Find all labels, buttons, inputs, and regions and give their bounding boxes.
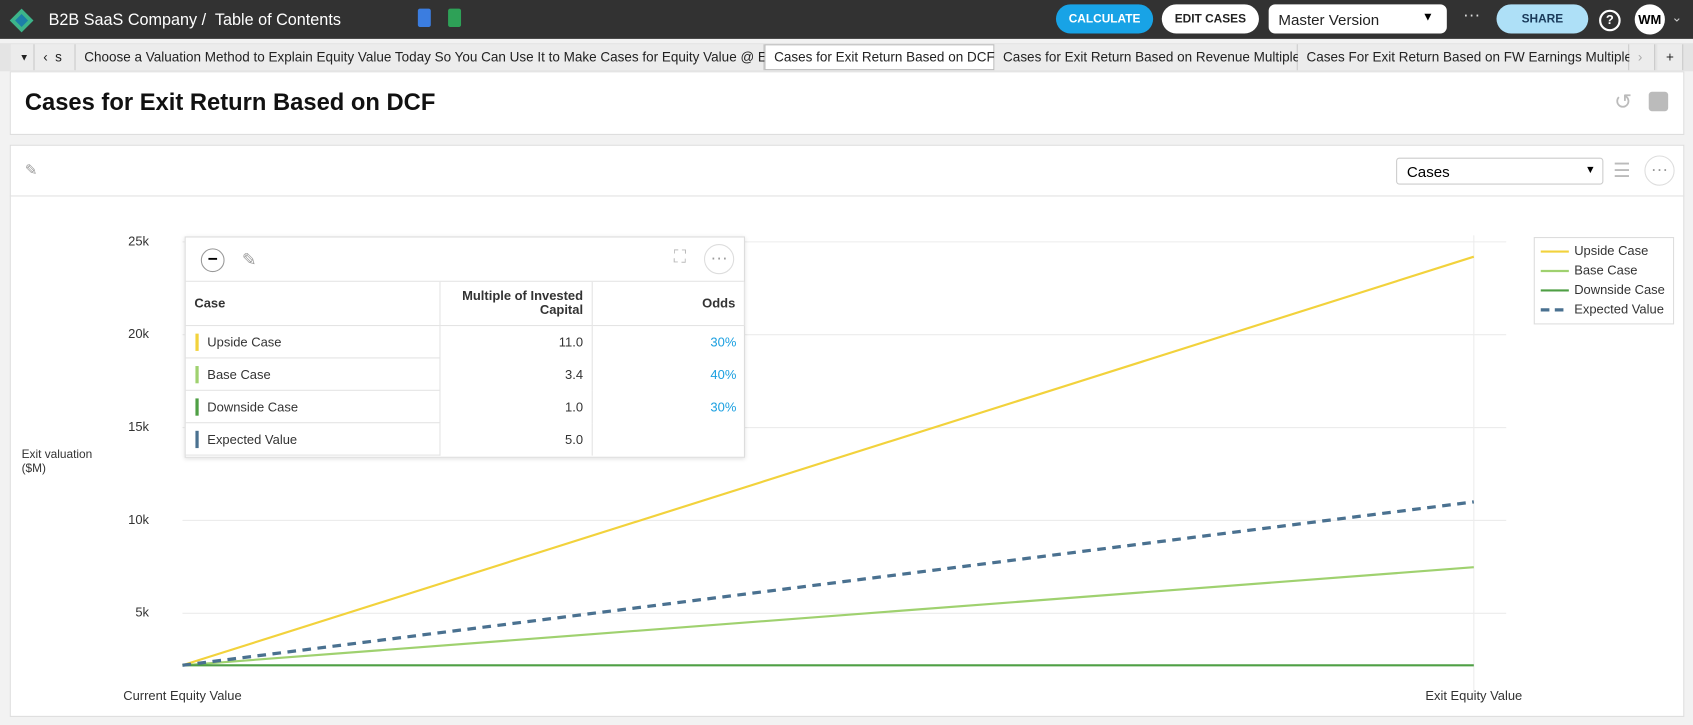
- series-line: [182, 500, 1475, 667]
- expand-icon[interactable]: ⛶: [673, 248, 686, 267]
- avatar-caret[interactable]: ⌄: [1671, 9, 1683, 25]
- row-color: [195, 430, 199, 449]
- tab-label: s: [55, 49, 62, 65]
- avatar[interactable]: WM: [1634, 4, 1665, 35]
- tab[interactable]: Cases for Exit Return Based on Revenue M…: [994, 44, 1300, 71]
- table-cell: 3.4: [441, 358, 593, 391]
- table-cell: 1.0: [441, 390, 593, 424]
- caret: ▼: [1421, 10, 1434, 24]
- view-select-text: Cases: [1406, 163, 1450, 181]
- add-tab[interactable]: +: [1657, 44, 1684, 71]
- tab[interactable]: ‹ s: [34, 44, 76, 71]
- column-header: Odds: [592, 281, 746, 327]
- settings-icon[interactable]: ☰: [1613, 159, 1631, 182]
- row-color: [195, 333, 199, 351]
- version-select[interactable]: Master Version ▼: [1268, 4, 1447, 34]
- docs-icon[interactable]: [417, 8, 431, 27]
- legend-label: Upside Case: [1574, 243, 1648, 258]
- more-menu[interactable]: ···: [1463, 6, 1481, 25]
- table-cell[interactable]: 30%: [710, 334, 737, 350]
- version-text: Master Version: [1278, 10, 1380, 29]
- y-axis-label: Exit valuation ($M): [21, 448, 93, 476]
- series-line: [182, 566, 1474, 667]
- panel-more[interactable]: ···: [1644, 155, 1675, 186]
- y-tick-label: 5k: [135, 605, 149, 620]
- y-tick-label: 20k: [128, 326, 149, 341]
- table-cell[interactable]: 30%: [710, 399, 737, 415]
- y-tick-label: 10k: [128, 512, 149, 527]
- table-cell[interactable]: 40%: [710, 367, 737, 383]
- page-title: Cases for Exit Return Based on DCF: [24, 88, 436, 116]
- row-color: [195, 398, 199, 416]
- undo-icon[interactable]: ↺: [1614, 90, 1633, 115]
- table-cell: 11.0: [441, 326, 593, 359]
- cases-table-widget: − ✎ ⛶ ··· Case Multiple of Invested Capit…: [184, 236, 746, 458]
- logo[interactable]: [9, 8, 35, 34]
- row-color: [195, 366, 199, 384]
- y-tick-label: 25k: [128, 233, 149, 248]
- table-cell: Downside Case: [185, 390, 441, 424]
- table-cell: Upside Case: [185, 326, 441, 359]
- save-icon[interactable]: [1648, 91, 1669, 112]
- y-tick-label: 15k: [128, 419, 149, 434]
- divider: [9, 195, 1685, 197]
- legend-label: Base Case: [1574, 262, 1637, 277]
- divider: [185, 280, 744, 282]
- x-tick-label: Current Equity Value: [123, 688, 241, 703]
- table-cell: 5.0: [441, 423, 593, 456]
- tab[interactable]: Choose a Valuation Method to Explain Equ…: [75, 44, 780, 71]
- sheets-icon[interactable]: [448, 8, 462, 27]
- legend-label: Expected Value: [1574, 301, 1664, 316]
- caret: ▼: [1585, 164, 1596, 176]
- calculate-button[interactable]: CALCULATE: [1055, 4, 1154, 34]
- column-header: Case: [185, 281, 441, 327]
- tab-next[interactable]: ›: [1629, 44, 1656, 71]
- company[interactable]: B2B SaaS Company /: [48, 10, 207, 30]
- edit-icon[interactable]: ✎: [24, 160, 38, 179]
- active-tab[interactable]: Cases for Exit Return Based on DCF: [764, 44, 995, 71]
- series-line: [182, 255, 1475, 667]
- table-cell: Expected Value: [185, 423, 441, 456]
- edit-cases-button[interactable]: EDIT CASES: [1161, 4, 1259, 34]
- x-tick-label: Exit Equity Value: [1425, 688, 1522, 703]
- tab-menu[interactable]: ▼: [10, 44, 35, 71]
- edit-icon[interactable]: ✎: [241, 251, 257, 270]
- title-panel: [9, 71, 1685, 135]
- tab[interactable]: Cases For Exit Return Based on FW Earnin…: [1297, 44, 1632, 71]
- legend-label: Downside Case: [1574, 282, 1665, 297]
- collapse-button[interactable]: −: [200, 248, 225, 273]
- column-header: Multiple of Invested Capital: [440, 281, 593, 327]
- share-button[interactable]: SHARE: [1496, 4, 1589, 34]
- view-select[interactable]: Cases ▼: [1396, 157, 1604, 185]
- breadcrumb[interactable]: Table of Contents: [214, 10, 341, 30]
- table-cell: Base Case: [185, 358, 441, 391]
- help-icon[interactable]: ?: [1599, 9, 1621, 32]
- widget-more[interactable]: ···: [703, 244, 735, 275]
